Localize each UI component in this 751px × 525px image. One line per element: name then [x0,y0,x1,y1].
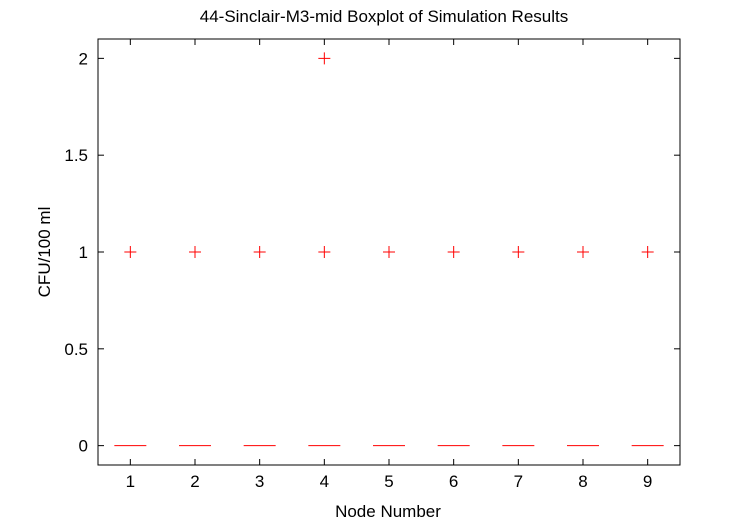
outlier-marker [253,246,266,258]
x-tick-label: 2 [190,472,199,491]
outlier-marker [447,246,460,258]
x-tick-label: 1 [126,472,135,491]
y-tick-label: 1 [79,243,88,262]
box-node-9 [631,246,664,447]
box-node-8 [567,246,599,447]
y-axis-label: CFU/100 ml [35,207,54,298]
y-tick-label: 0.5 [64,340,88,359]
box-node-7 [502,246,535,447]
boxplot-series [114,52,664,447]
outlier-marker [512,246,525,258]
outlier-marker [577,246,589,258]
y-tick-label: 2 [79,49,88,68]
x-tick-label: 5 [384,472,393,491]
box-node-3 [243,246,276,447]
box-node-2 [179,246,211,447]
x-tick-label: 3 [255,472,264,491]
y-axis: 0 0.5 1 1.5 2 [64,49,680,456]
x-tick-label: 8 [578,472,587,491]
x-tick-label: 4 [320,472,329,491]
x-axis: 1 2 3 4 5 6 7 8 9 [126,39,652,491]
outlier-marker [383,246,395,258]
x-tick-label: 9 [643,472,652,491]
box-node-6 [437,246,470,447]
box-node-4 [308,52,341,447]
box-node-1 [114,246,147,447]
chart-title: 44-Sinclair-M3-mid Boxplot of Simulation… [200,7,568,26]
outlier-marker [189,246,201,258]
outlier-marker [124,246,137,258]
outlier-marker [318,52,331,65]
y-tick-label: 0 [79,437,88,456]
y-tick-label: 1.5 [64,146,88,165]
x-tick-label: 6 [449,472,458,491]
outlier-marker [641,246,654,258]
box-node-5 [373,246,405,447]
outlier-marker [318,246,331,258]
x-tick-label: 7 [514,472,523,491]
x-axis-label: Node Number [335,502,441,521]
